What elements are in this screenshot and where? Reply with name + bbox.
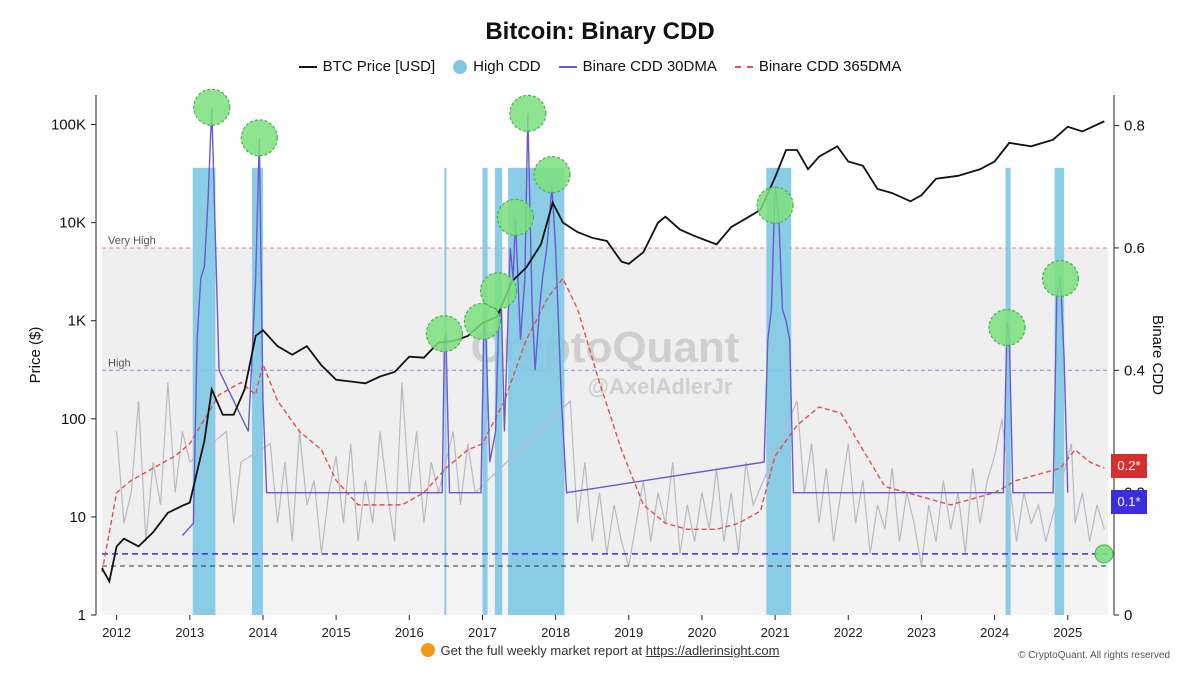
peak-highlight-circle — [425, 314, 464, 353]
legend-swatch-dashed-line-icon — [734, 65, 753, 68]
legend-item-high-cdd[interactable]: High CDD — [453, 58, 541, 75]
series-line-daily — [116, 382, 1105, 567]
legend-label: BTC Price [USD] — [322, 58, 436, 75]
footer: Get the full weekly market report at htt… — [0, 643, 1200, 658]
peak-highlight-circle — [479, 272, 518, 310]
band-label: High — [108, 357, 131, 369]
x-tick-label: 2023 — [907, 625, 936, 640]
footer-text: Get the full weekly market report at — [440, 643, 643, 658]
high-cdd-bar — [1005, 167, 1011, 616]
x-tick-label: 2019 — [614, 625, 643, 640]
band-area — [102, 247, 1108, 371]
peak-highlight-circle — [756, 186, 794, 224]
peak-highlight-circle — [496, 198, 534, 236]
legend-label: High CDD — [473, 58, 541, 75]
x-tick-label: 2016 — [395, 625, 424, 640]
high-cdd-bar — [192, 167, 216, 616]
x-tick-label: 2018 — [541, 625, 570, 640]
x-tick-label: 2017 — [468, 625, 497, 640]
high-cdd-bar — [251, 167, 263, 616]
footer-link[interactable]: https://adlerinsight.com — [645, 643, 780, 658]
legend-label: Binare CDD 30DMA — [582, 58, 717, 75]
x-tick-label: 2020 — [687, 625, 716, 640]
legend-item-btc-price[interactable]: BTC Price [USD] — [298, 58, 436, 75]
x-tick-label: 2021 — [761, 625, 790, 640]
x-tick-label: 2025 — [1053, 625, 1082, 640]
left-tick-label: 100K — [51, 117, 86, 134]
peak-highlight-circle — [533, 155, 571, 194]
band-label: Very High — [108, 235, 156, 247]
left-tick-label: 10 — [69, 509, 86, 526]
current-highlight-circle — [1094, 544, 1114, 564]
peak-highlight-circle — [1041, 259, 1080, 298]
report-dot-icon — [420, 643, 435, 657]
chart-legend: BTC Price [USD] High CDD Binare CDD 30DM… — [0, 58, 1200, 75]
peak-highlight-circle — [240, 119, 278, 157]
legend-label: Binare CDD 365DMA — [758, 58, 902, 75]
peak-highlight-circle — [988, 308, 1026, 347]
high-cdd-bar — [444, 167, 447, 616]
high-cdd-bar — [1054, 167, 1065, 616]
peak-highlight-circle — [509, 94, 547, 132]
high-cdd-bar — [482, 167, 488, 616]
x-tick-label: 2024 — [980, 625, 1009, 640]
legend-item-cdd-30dma[interactable]: Binare CDD 30DMA — [558, 58, 717, 75]
right-tick-label: 0.8 — [1124, 118, 1145, 135]
right-tick-label: 0.6 — [1124, 240, 1145, 257]
x-tick-label: 2013 — [175, 625, 204, 640]
x-tick-label: 2012 — [102, 625, 131, 640]
peak-highlight-circle — [193, 88, 231, 126]
series-line-cdd-30dma — [181, 107, 1069, 536]
threshold-badge-low: 0.1* — [1111, 490, 1147, 514]
left-tick-label: 1 — [78, 607, 86, 624]
band-area-low — [102, 566, 1108, 615]
threshold-badge-high: 0.2* — [1111, 454, 1147, 478]
legend-item-cdd-365dma[interactable]: Binare CDD 365DMA — [734, 58, 902, 75]
series-line-cdd-365dma — [101, 277, 1105, 573]
watermark-handle: @AxelAdlerJr — [588, 374, 733, 399]
copyright: © CryptoQuant. All rights reserved — [1018, 650, 1170, 661]
legend-swatch-circle-icon — [453, 59, 468, 74]
x-tick-label: 2022 — [834, 625, 863, 640]
left-tick-label: 1K — [68, 313, 86, 330]
high-cdd-bar — [494, 167, 503, 616]
y-axis-title-left: Price ($) — [27, 327, 44, 384]
high-cdd-bar — [766, 167, 792, 616]
left-tick-label: 10K — [59, 215, 86, 232]
legend-swatch-line-icon — [298, 65, 317, 68]
y-axis-title-right: Binare CDD — [1149, 315, 1166, 395]
right-tick-label: 0 — [1124, 607, 1132, 624]
chart-title: Bitcoin: Binary CDD — [485, 18, 715, 45]
legend-swatch-line-icon — [558, 65, 577, 68]
left-tick-label: 100 — [61, 411, 86, 428]
band-area — [102, 370, 1108, 567]
x-tick-label: 2014 — [248, 625, 277, 640]
right-tick-label: 0.4 — [1124, 362, 1145, 379]
series-line-btc-price — [101, 120, 1105, 584]
x-tick-label: 2015 — [322, 625, 351, 640]
peak-highlight-circle — [463, 302, 502, 340]
